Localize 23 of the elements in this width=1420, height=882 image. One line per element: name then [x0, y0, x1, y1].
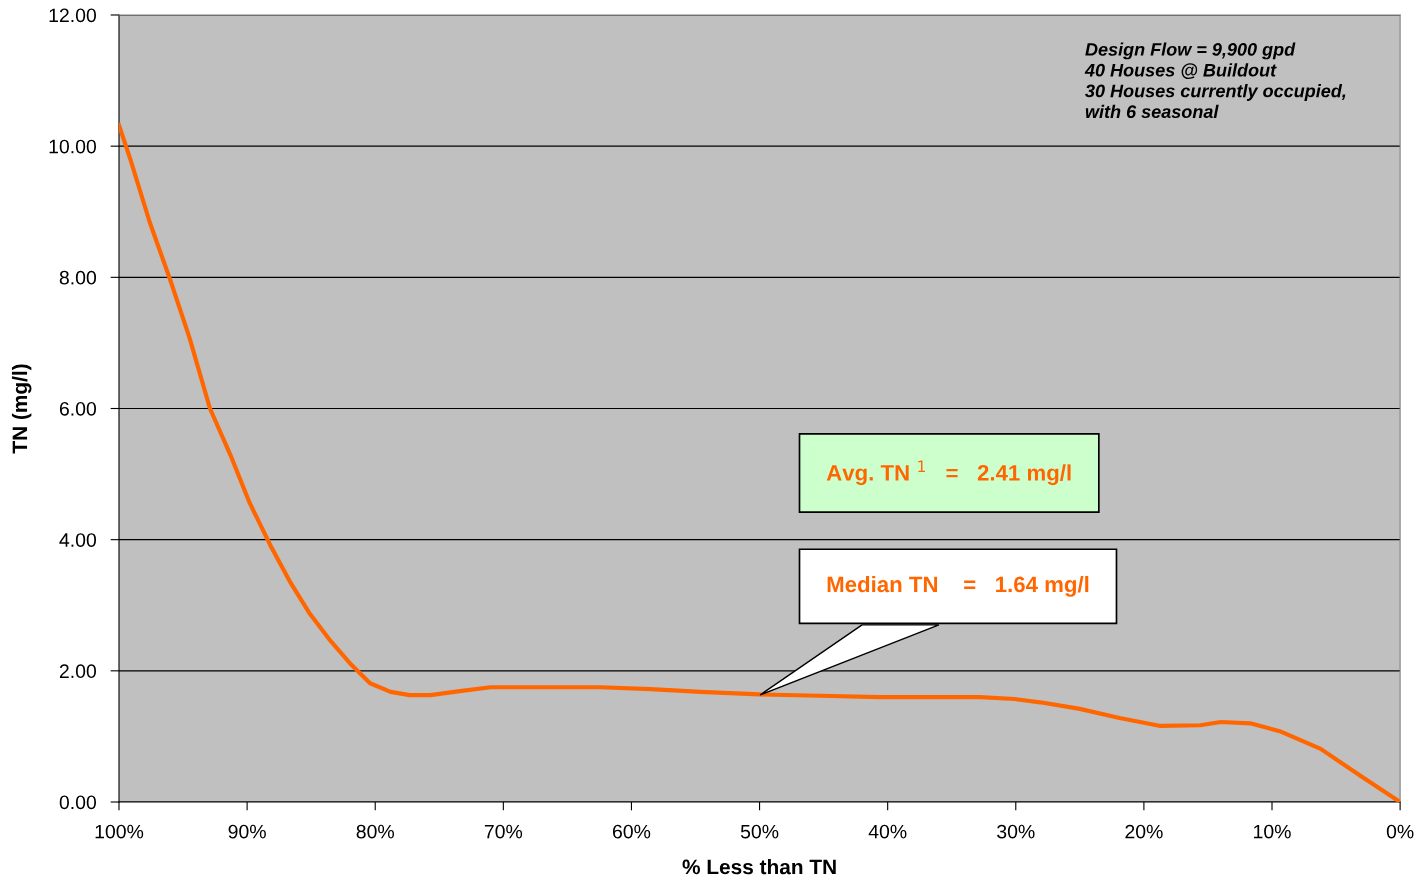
y-tick-label: 10.00 [49, 139, 97, 154]
y-tick-label: 6.00 [59, 401, 97, 416]
annotation: Median TN = 1.64 mg/l [827, 575, 1089, 597]
y-tick-label: 12.00 [49, 8, 97, 23]
x-tick-label: 50% [740, 824, 779, 839]
x-tick-label: 60% [612, 824, 651, 839]
text: Avg. TN $^{1}$ = 2.41 mg/l [826, 460, 1071, 486]
y-tick-label: 2.00 [59, 664, 97, 679]
x-tick-label: 40% [868, 824, 907, 839]
x-tick-label: 30% [997, 824, 1035, 839]
x-tick-label: 80% [356, 824, 394, 839]
x-tick-label: 10% [1254, 824, 1291, 839]
x-tick-label: 20% [1125, 824, 1163, 839]
x-tick-label: 70% [484, 824, 523, 839]
y-tick-label: 4.00 [59, 533, 97, 547]
x-tick-label: 90% [228, 824, 266, 839]
x-axis-title: % Less than TN [682, 859, 836, 875]
y-axis-title: TN (mg/l) [11, 364, 32, 454]
x-tick-label: 100% [95, 824, 144, 839]
annotation: Design Flow = 9,900 gpd 40 Houses @ Buildout 30 Houses currently occupied, with 6 seasonal [1084, 42, 1346, 119]
y-tick-label: 0.00 [59, 795, 97, 810]
y-tick-label: 8.00 [59, 270, 97, 285]
x-tick-label: 0% [1386, 824, 1414, 839]
